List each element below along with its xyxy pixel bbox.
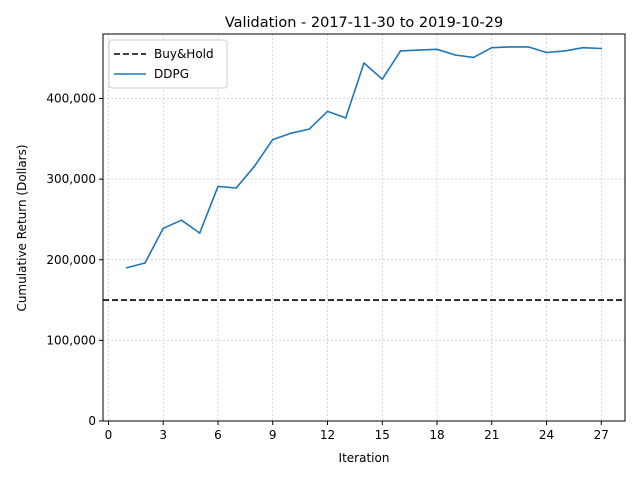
ddpg-point — [399, 50, 402, 52]
x-tick-label: 12 — [320, 428, 335, 442]
ddpg-point — [308, 128, 311, 130]
ddpg-point — [491, 46, 493, 49]
x-tick-label: 27 — [594, 428, 609, 442]
ddpg-point — [436, 48, 438, 51]
ddpg-point — [144, 262, 146, 264]
ddpg-point — [162, 227, 164, 230]
series-layer — [103, 46, 625, 301]
x-tick-label: 0 — [105, 428, 113, 442]
ddpg-point — [363, 62, 365, 64]
ddpg-point — [418, 49, 420, 51]
plot-frame — [102, 33, 626, 422]
legend-box — [108, 39, 228, 89]
x-tick-label: 21 — [484, 428, 499, 442]
ddpg-point — [600, 47, 603, 50]
ddpg-point — [564, 50, 566, 52]
y-tick-label: 0 — [88, 414, 96, 428]
ddpg-point — [582, 46, 584, 49]
y-tick-label: 300,000 — [46, 172, 96, 186]
y-axis-ticks: 0 100,000 200,000 300,000 400,000 — [46, 92, 103, 428]
ddpg-point — [290, 132, 292, 134]
x-tick-label: 3 — [159, 428, 167, 442]
ddpg-point — [217, 185, 219, 188]
ddpg-point — [527, 46, 530, 48]
ddpg-point — [180, 219, 183, 221]
x-tick-label: 18 — [429, 428, 444, 442]
gridlines — [103, 34, 625, 422]
ddpg-point — [235, 187, 237, 189]
chart-title: Validation - 2017-11-30 to 2019-10-29 — [225, 15, 503, 31]
x-tick-label: 24 — [539, 428, 554, 442]
ddpg-point — [472, 56, 475, 59]
x-tick-label: 15 — [375, 428, 390, 442]
ddpg-point — [198, 232, 201, 234]
y-tick-label: 400,000 — [46, 92, 96, 106]
y-tick-label: 100,000 — [46, 333, 96, 347]
x-axis-label: Iteration — [339, 451, 390, 465]
legend: Buy&Hold DDPG — [108, 39, 228, 89]
ddpg-point — [545, 51, 548, 54]
x-axis-ticks: 0 3 6 9 12 15 18 21 24 27 — [105, 421, 609, 442]
y-tick-label: 200,000 — [46, 253, 96, 267]
legend-label: Buy&Hold — [154, 47, 214, 61]
ddpg-point — [125, 267, 128, 269]
ddpg-point — [344, 117, 347, 119]
ddpg-point — [271, 138, 274, 141]
y-axis-label: Cumulative Return (Dollars) — [15, 144, 29, 311]
ddpg-point — [381, 78, 384, 80]
legend-label: DDPG — [154, 67, 189, 81]
ddpg-point — [454, 54, 457, 56]
ddpg-point — [326, 110, 329, 113]
ddpg-point — [509, 46, 511, 48]
x-tick-label: 6 — [214, 428, 222, 442]
ddpg-point — [253, 165, 256, 167]
x-tick-label: 9 — [269, 428, 277, 442]
